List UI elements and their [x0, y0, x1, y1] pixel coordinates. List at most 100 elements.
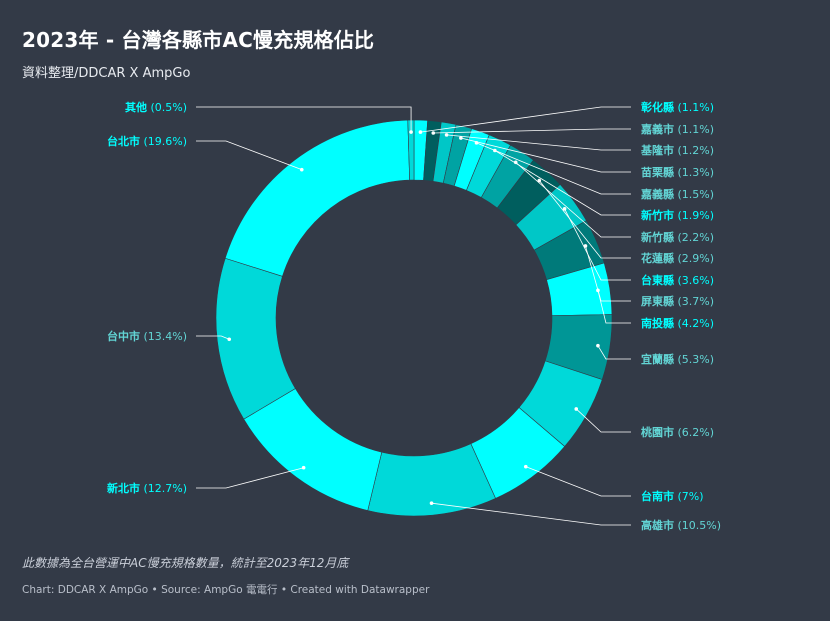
slice-labels: 彰化縣 (1.1%)嘉義市 (1.1%)基隆市 (1.2%)苗栗縣 (1.3%)… — [107, 100, 721, 532]
slice-label-name: 台東縣 — [641, 273, 674, 287]
slice-label-9: 屏東縣 (3.7%) — [641, 294, 714, 308]
leader-dot-10 — [596, 288, 600, 293]
leader-dot-17 — [299, 167, 304, 172]
slice-label-value: (1.1%) — [674, 123, 714, 136]
slice-label-value: (1.2%) — [674, 144, 714, 157]
slice-label-6: 新竹縣 (2.2%) — [641, 230, 714, 244]
leader-dot-1 — [431, 131, 436, 135]
slice-label-value: (19.6%) — [140, 135, 187, 148]
leader-line-17 — [196, 140, 302, 171]
slice-label-7: 花蓮縣 (2.9%) — [641, 251, 714, 265]
slice-label-value: (10.5%) — [674, 519, 721, 532]
slice-label-10: 南投縣 (4.2%) — [641, 316, 714, 330]
slice-label-name: 南投縣 — [641, 316, 674, 330]
leader-line-15 — [196, 467, 304, 489]
leader-dot-9 — [583, 244, 588, 248]
leader-dot-6 — [513, 160, 518, 165]
leader-line-2 — [446, 134, 631, 151]
slice-label-11: 宜蘭縣 (5.3%) — [641, 352, 714, 366]
slice-label-name: 其他 — [125, 100, 147, 114]
leader-dot-15 — [301, 465, 306, 470]
slice-label-12: 桃園市 (6.2%) — [641, 425, 714, 439]
leader-dot-4 — [474, 141, 479, 145]
slice-label-value: (1.3%) — [674, 166, 714, 179]
slice-label-name: 彰化縣 — [641, 100, 674, 114]
leader-line-1 — [433, 128, 631, 134]
leader-line-4 — [476, 142, 631, 195]
slice-label-value: (2.2%) — [674, 231, 714, 244]
slice-label-name: 嘉義市 — [640, 122, 674, 136]
slice-label-name: 高雄市 — [641, 518, 674, 532]
leader-line-3 — [460, 137, 631, 173]
slice-label-value: (2.9%) — [674, 252, 714, 265]
leader-dot-13 — [523, 464, 528, 469]
slice-label-value: (7%) — [674, 490, 704, 503]
leader-line-13 — [525, 466, 631, 497]
slice-label-name: 嘉義縣 — [640, 187, 674, 201]
slice-label-15: 新北市 (12.7%) — [107, 481, 187, 495]
slice-label-value: (0.5%) — [147, 101, 187, 114]
donut-slice-18[interactable] — [407, 119, 415, 181]
slice-label-name: 基隆市 — [640, 143, 674, 157]
leader-dot-7 — [537, 178, 542, 183]
slice-label-3: 苗栗縣 (1.3%) — [641, 165, 714, 179]
leader-line-5 — [494, 150, 631, 216]
slice-label-4: 嘉義縣 (1.5%) — [640, 187, 714, 201]
slice-label-16: 台中市 (13.4%) — [107, 329, 187, 343]
leader-dot-14 — [429, 501, 434, 505]
slice-label-value: (1.9%) — [674, 209, 714, 222]
slice-label-18: 其他 (0.5%) — [125, 100, 187, 114]
slice-label-13: 台南市 (7%) — [641, 489, 704, 503]
donut-slice-17[interactable] — [224, 119, 410, 277]
slice-label-value: (3.6%) — [674, 274, 714, 287]
slice-label-1: 嘉義市 (1.1%) — [640, 122, 714, 136]
leader-line-0 — [420, 106, 631, 133]
leader-dot-16 — [227, 337, 232, 342]
slice-label-name: 新竹縣 — [641, 230, 674, 244]
slice-label-name: 新北市 — [107, 481, 140, 495]
slice-label-name: 屏東縣 — [641, 294, 674, 308]
source-credit: Chart: DDCAR X AmpGo • Source: AmpGo 電電行… — [22, 584, 430, 596]
slice-label-name: 花蓮縣 — [641, 251, 674, 265]
slice-label-name: 苗栗縣 — [641, 165, 674, 179]
slice-label-value: (1.1%) — [674, 101, 714, 114]
slice-label-17: 台北市 (19.6%) — [107, 134, 187, 148]
leader-dot-11 — [596, 343, 600, 348]
slice-label-2: 基隆市 (1.2%) — [640, 143, 714, 157]
leader-line-14 — [431, 502, 631, 526]
chart-subtitle: 資料整理/DDCAR X AmpGo — [22, 66, 191, 81]
slice-label-5: 新竹市 (1.9%) — [641, 208, 714, 222]
leader-line-8 — [564, 208, 631, 281]
leader-line-10 — [597, 290, 631, 324]
leader-dot-3 — [459, 136, 463, 140]
slice-label-value: (1.5%) — [674, 188, 714, 201]
leader-lines — [196, 106, 631, 526]
leader-dot-12 — [574, 407, 579, 411]
leader-line-18 — [196, 106, 412, 133]
slice-label-name: 桃園市 — [641, 425, 674, 439]
leader-dot-18 — [409, 130, 413, 134]
slice-label-value: (6.2%) — [674, 426, 714, 439]
leader-line-12 — [575, 408, 631, 433]
slice-label-value: (12.7%) — [140, 482, 187, 495]
leader-dot-2 — [444, 133, 449, 137]
slice-label-name: 台南市 — [641, 489, 674, 503]
leader-line-7 — [538, 180, 631, 259]
leader-dot-5 — [493, 148, 497, 153]
slice-label-name: 台北市 — [107, 134, 140, 148]
leader-line-11 — [597, 345, 631, 360]
leader-dot-8 — [562, 207, 567, 211]
slice-label-name: 宜蘭縣 — [641, 352, 674, 366]
leader-line-16 — [196, 335, 230, 340]
slice-label-name: 新竹市 — [641, 208, 674, 222]
chart-title: 2023年 - 台灣各縣市AC慢充規格佔比 — [22, 28, 375, 52]
slice-label-name: 台中市 — [107, 329, 140, 343]
slice-label-value: (5.3%) — [674, 353, 714, 366]
slice-label-8: 台東縣 (3.6%) — [641, 273, 714, 287]
footnote: 此數據為全台營運中AC慢充規格數量，統計至2023年12月底 — [22, 556, 349, 570]
slice-label-value: (3.7%) — [674, 295, 714, 308]
slice-label-value: (4.2%) — [674, 317, 714, 330]
leader-dot-0 — [418, 130, 423, 134]
donut-slices — [215, 119, 613, 517]
